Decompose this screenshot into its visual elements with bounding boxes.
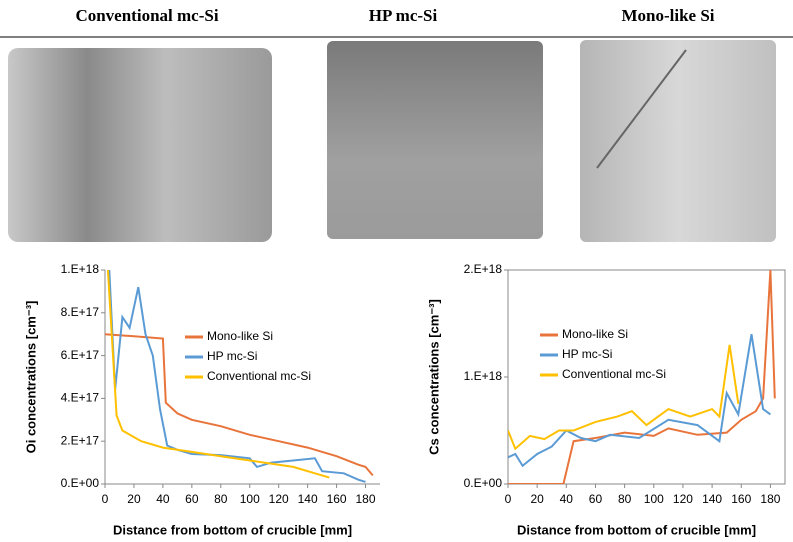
data-line [106, 270, 330, 479]
legend-label: Mono-like Si [207, 329, 273, 343]
x-tick-label: 20 [530, 492, 544, 506]
image-label: Conventional mc-Si [75, 6, 218, 25]
ingot-photo [580, 40, 776, 242]
x-tick-label: 0 [505, 492, 512, 506]
x-tick-label: 120 [673, 492, 693, 506]
x-tick-label: 40 [560, 492, 574, 506]
x-tick-label: 180 [356, 492, 376, 506]
data-line [105, 333, 374, 477]
x-tick-label: 160 [327, 492, 347, 506]
y-tick-label: 2.E+18 [464, 262, 503, 276]
y-tick-label: 1.E+18 [61, 262, 100, 276]
x-tick-label: 0 [102, 492, 109, 506]
x-axis-label: Distance from bottom of crucible [mm] [517, 522, 756, 537]
image-label: Mono-like Si [621, 6, 714, 25]
x-tick-label: 120 [269, 492, 289, 506]
legend-label: HP mc-Si [562, 347, 612, 361]
legend-label: HP mc-Si [207, 349, 257, 363]
y-axis-label: Cs concentrations [cm⁻³] [426, 299, 441, 455]
x-tick-label: 140 [702, 492, 722, 506]
x-tick-label: 20 [127, 492, 141, 506]
x-tick-label: 60 [589, 492, 603, 506]
x-axis-label: Distance from bottom of crucible [mm] [113, 522, 352, 537]
x-tick-label: 160 [731, 492, 751, 506]
y-tick-label: 0.E+00 [464, 476, 503, 490]
y-tick-label: 8.E+17 [61, 305, 100, 319]
data-line [108, 270, 366, 483]
data-line [508, 334, 771, 468]
legend-label: Conventional mc-Si [562, 367, 666, 381]
image-label: HP mc-Si [369, 6, 438, 25]
ingot-photo [327, 41, 543, 239]
y-axis-label: Oi concentrations [cm⁻³] [23, 301, 38, 454]
y-tick-label: 6.E+17 [61, 348, 100, 362]
x-tick-label: 80 [618, 492, 632, 506]
x-tick-label: 80 [214, 492, 228, 506]
data-line [508, 270, 776, 484]
ingot-photo [8, 48, 272, 242]
x-tick-label: 180 [760, 492, 780, 506]
x-tick-label: 40 [156, 492, 170, 506]
x-tick-label: 140 [298, 492, 318, 506]
x-tick-label: 100 [644, 492, 664, 506]
y-tick-label: 0.E+00 [61, 476, 100, 490]
legend-label: Mono-like Si [562, 327, 628, 341]
y-tick-label: 2.E+17 [61, 433, 100, 447]
data-line [508, 344, 740, 451]
y-tick-label: 4.E+17 [61, 391, 100, 405]
x-tick-label: 60 [185, 492, 199, 506]
y-tick-label: 1.E+18 [464, 369, 503, 383]
legend-label: Conventional mc-Si [207, 369, 311, 383]
x-tick-label: 100 [240, 492, 260, 506]
ingot-feature [596, 49, 687, 169]
